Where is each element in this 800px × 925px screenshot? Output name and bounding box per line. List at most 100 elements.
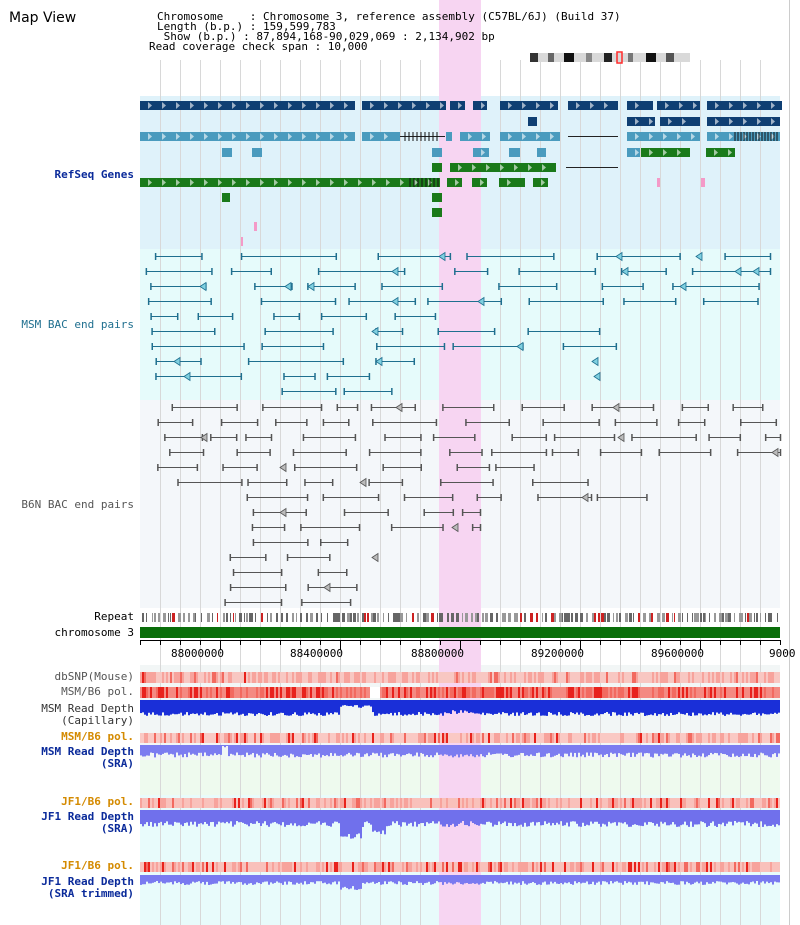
heat-cell	[432, 862, 434, 872]
heat-cell	[396, 862, 398, 872]
repeat-mark	[439, 613, 442, 622]
heat-cell	[252, 672, 254, 683]
heat-cell	[330, 672, 332, 683]
depth-bar	[292, 875, 294, 885]
heat-cell	[692, 733, 694, 743]
depth-bar	[430, 745, 432, 756]
depth-bar	[200, 875, 202, 884]
depth-bar	[334, 700, 336, 713]
gene-strand-arrow	[330, 179, 334, 186]
depth-bar	[238, 700, 240, 716]
depth-bar	[236, 700, 238, 713]
msm-bac-track-label[interactable]: MSM BAC end pairs	[21, 318, 134, 331]
depth-bar	[514, 745, 516, 756]
heat-cell	[184, 862, 186, 872]
depth-bar	[768, 810, 770, 826]
heat-cell	[260, 798, 262, 808]
heat-cell	[736, 733, 738, 743]
heat-cell	[510, 672, 512, 683]
heat-cell	[312, 862, 314, 872]
depth-bar	[508, 700, 510, 716]
heat-cell	[350, 862, 352, 872]
heat-cell	[688, 672, 690, 683]
repeat-mark	[477, 613, 479, 622]
heat-cell	[180, 733, 182, 743]
depth-bar	[608, 875, 610, 885]
depth-bar	[662, 810, 664, 824]
heat-cell	[696, 862, 698, 872]
heat-cell	[248, 862, 250, 872]
heat-cell	[146, 862, 148, 872]
repeat-mark	[475, 613, 478, 622]
heat-cell	[470, 687, 472, 698]
repeat-mark	[705, 613, 706, 622]
depth-bar	[496, 745, 498, 754]
gene-strand-arrow	[260, 102, 264, 109]
repeat-mark	[342, 613, 345, 622]
heat-cell	[494, 733, 496, 743]
depth-bar	[542, 810, 544, 826]
b6n-bac-track-label[interactable]: B6N BAC end pairs	[21, 498, 134, 511]
gene-strand-arrow	[635, 149, 639, 156]
depth-bar	[778, 745, 780, 754]
depth-bar	[476, 810, 478, 826]
heat-cell	[558, 672, 560, 683]
heat-cell	[688, 798, 690, 808]
heat-cell	[518, 862, 520, 872]
heat-cell	[328, 672, 330, 683]
heat-cell	[194, 733, 196, 743]
depth-bar	[214, 875, 216, 884]
repeat-mark	[586, 613, 588, 622]
heat-cell	[722, 862, 724, 872]
heat-cell	[140, 798, 142, 808]
depth-bar	[392, 810, 394, 822]
gene-strand-arrow	[472, 164, 476, 171]
heat-cell	[142, 862, 144, 872]
refseq-track-label[interactable]: RefSeq Genes	[54, 168, 134, 181]
depth-bar	[710, 810, 712, 823]
heat-cell	[554, 672, 556, 683]
depth-bar	[702, 745, 704, 754]
heat-cell	[276, 672, 278, 683]
repeat-mark	[362, 613, 365, 622]
heat-cell	[592, 687, 594, 698]
gene-strand-arrow	[344, 133, 348, 140]
repeat-mark	[201, 613, 202, 622]
depth-bar	[470, 745, 472, 755]
depth-bar	[184, 875, 186, 885]
depth-bar	[528, 810, 530, 827]
heat-cell	[766, 687, 768, 698]
depth-bar	[262, 875, 264, 883]
depth-bar	[254, 700, 256, 716]
heat-cell	[498, 798, 500, 808]
heat-cell	[596, 798, 598, 808]
depth-bar	[320, 700, 322, 715]
heat-cell	[190, 798, 192, 808]
heat-cell	[610, 687, 612, 698]
heat-cell	[742, 862, 744, 872]
heat-cell	[404, 798, 406, 808]
heat-cell	[468, 687, 470, 698]
axis-tick-label: 88400000	[290, 647, 343, 660]
depth-bar	[380, 745, 382, 753]
heat-cell	[476, 672, 478, 683]
depth-bar	[432, 700, 434, 714]
heat-cell	[680, 862, 682, 872]
depth-bar	[240, 700, 242, 715]
heat-cell	[264, 687, 266, 698]
depth-bar	[454, 810, 456, 827]
heat-cell	[436, 687, 438, 698]
depth-bar	[440, 875, 442, 883]
gene-strand-arrow	[204, 179, 208, 186]
depth-bar	[316, 810, 318, 823]
heat-cell	[712, 862, 714, 872]
depth-bar	[560, 875, 562, 883]
depth-bar	[194, 810, 196, 822]
heat-cell	[588, 687, 590, 698]
depth-bar	[436, 875, 438, 882]
heat-cell	[498, 733, 500, 743]
depth-bar	[700, 745, 702, 757]
heat-cell	[742, 798, 744, 808]
heat-cell	[726, 798, 728, 808]
